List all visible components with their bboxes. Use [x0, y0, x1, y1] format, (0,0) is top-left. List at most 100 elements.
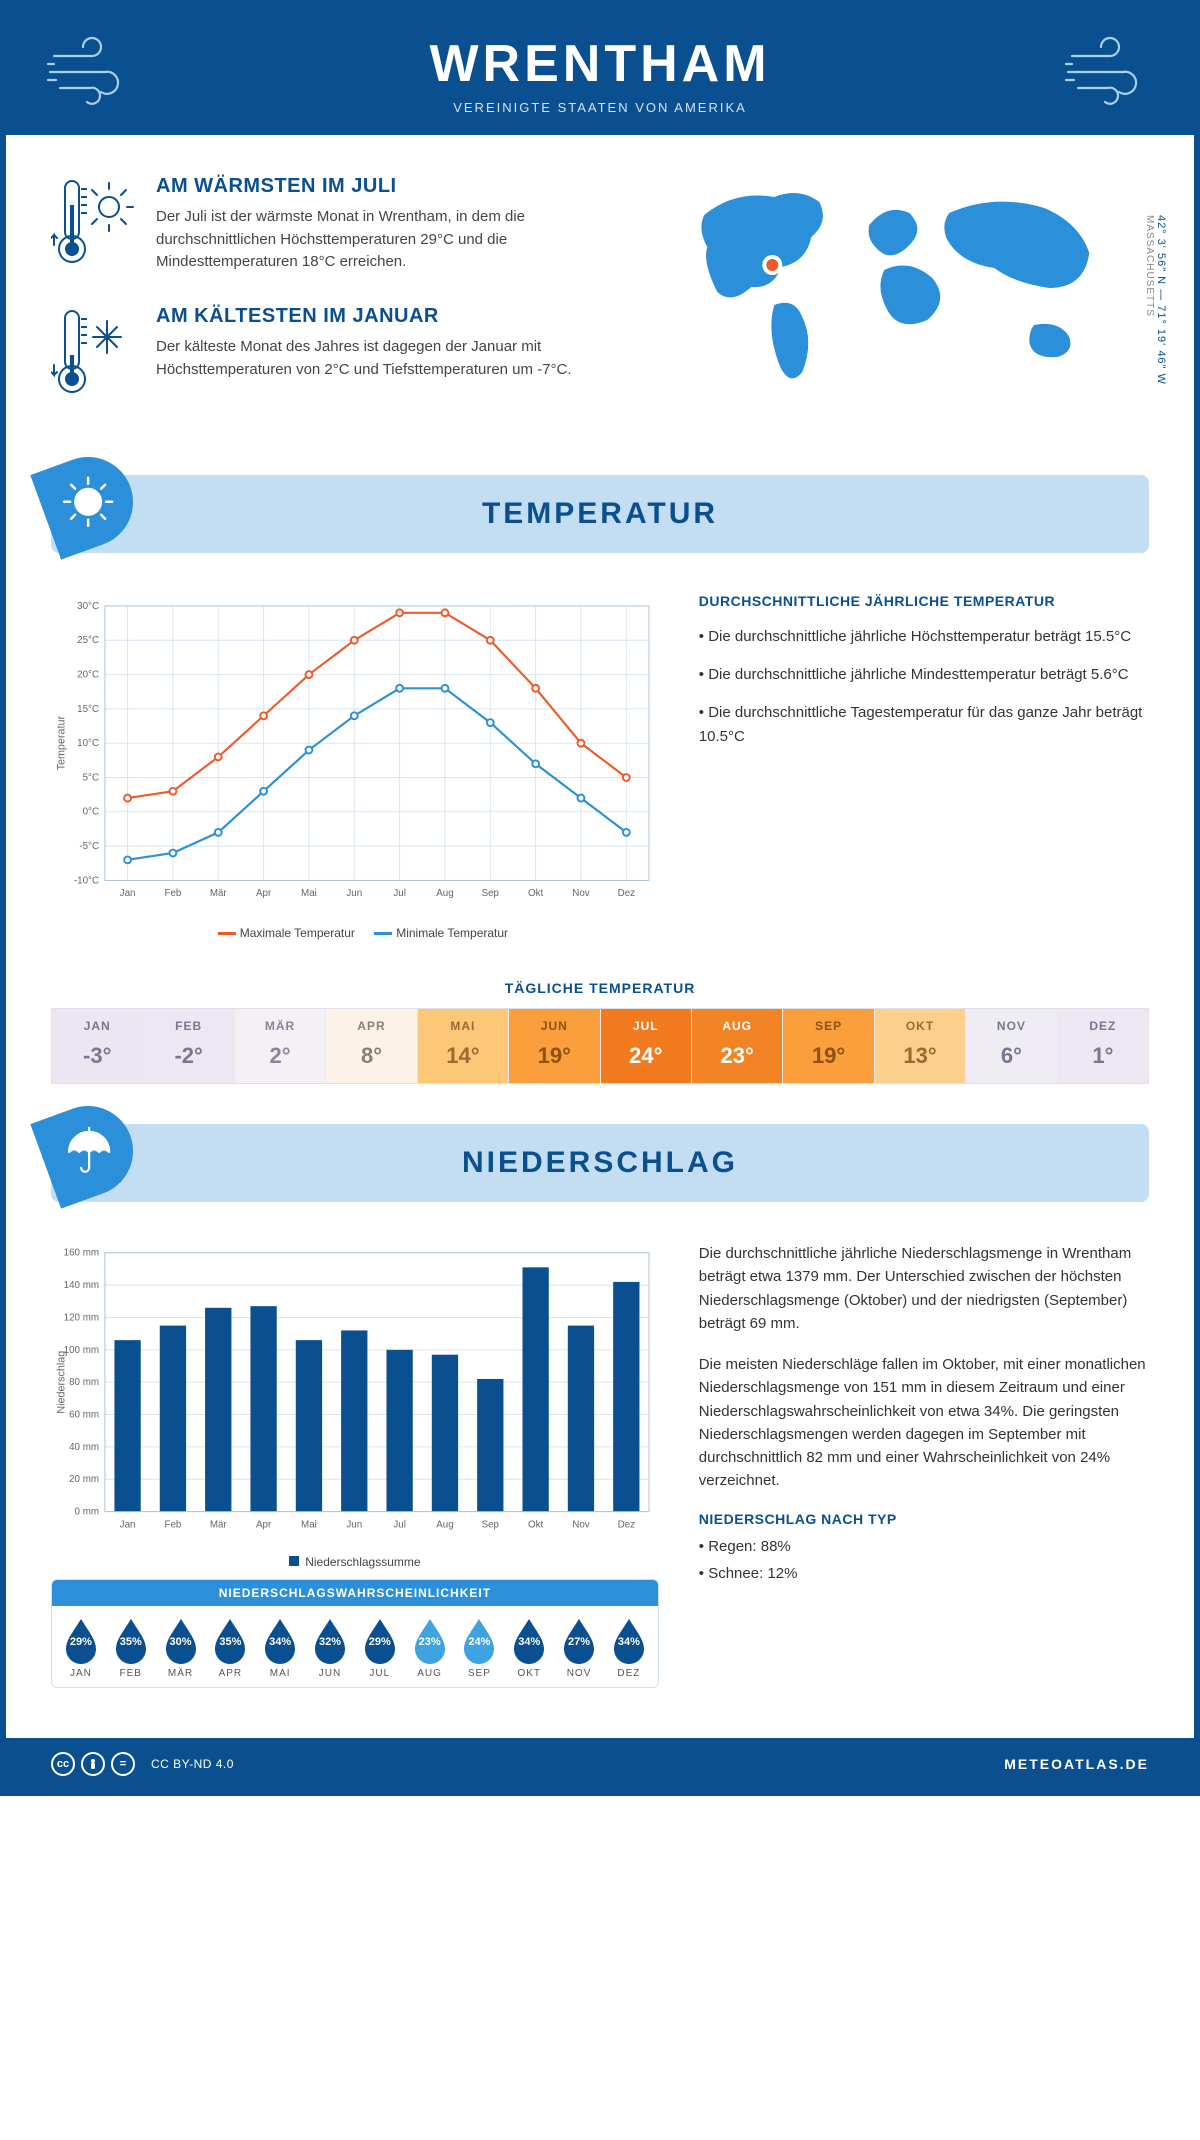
svg-text:Feb: Feb [164, 888, 181, 899]
daily-temp-cell: AUG23° [692, 1009, 783, 1083]
svg-text:Aug: Aug [436, 1519, 453, 1530]
temp-stats: DURCHSCHNITTLICHE JÄHRLICHE TEMPERATUR •… [699, 593, 1149, 940]
precip-prob-cell: 23%AUG [405, 1616, 455, 1679]
svg-text:5°C: 5°C [83, 772, 99, 783]
coordinates: 42° 3' 56" N — 71° 19' 46" W MASSACHUSET… [1143, 215, 1167, 385]
city-name: WRENTHAM [26, 34, 1174, 94]
svg-text:Jun: Jun [346, 1519, 362, 1530]
svg-text:25°C: 25°C [77, 635, 99, 646]
svg-text:Mai: Mai [301, 888, 317, 899]
daily-temp-table: JAN-3°FEB-2°MÄR2°APR8°MAI14°JUN19°JUL24°… [51, 1008, 1149, 1084]
precip-prob-cell: 30%MÄR [156, 1616, 206, 1679]
umbrella-icon [30, 1093, 145, 1208]
temp-chart-legend: Maximale Temperatur Minimale Temperatur [51, 926, 659, 940]
daily-temp-cell: OKT13° [875, 1009, 966, 1083]
svg-text:Apr: Apr [256, 1519, 272, 1530]
precip-text: Die durchschnittliche jährliche Niedersc… [699, 1242, 1149, 1688]
daily-temp-cell: APR8° [326, 1009, 417, 1083]
svg-text:-5°C: -5°C [79, 841, 99, 852]
svg-text:10°C: 10°C [77, 738, 99, 749]
precip-prob-cell: 35%APR [205, 1616, 255, 1679]
svg-text:Jan: Jan [120, 888, 136, 899]
svg-text:60 mm: 60 mm [69, 1409, 99, 1420]
intro-section: AM WÄRMSTEN IM JULI Der Juli ist der wär… [6, 135, 1194, 465]
cc-icon: cc [51, 1752, 75, 1776]
daily-temp-cell: SEP19° [783, 1009, 874, 1083]
svg-text:Niederschlag: Niederschlag [56, 1351, 68, 1414]
svg-text:-10°C: -10°C [74, 875, 99, 886]
warmest-fact: AM WÄRMSTEN IM JULI Der Juli ist der wär… [51, 175, 610, 275]
daily-temp-cell: NOV6° [966, 1009, 1057, 1083]
thermometer-cold-icon [51, 305, 136, 405]
svg-text:Nov: Nov [572, 888, 590, 899]
precip-prob-cell: 35%FEB [106, 1616, 156, 1679]
svg-text:Mai: Mai [301, 1519, 317, 1530]
license-badge: cc = CC BY-ND 4.0 [51, 1752, 234, 1776]
svg-text:Okt: Okt [528, 888, 544, 899]
precip-section-bar: NIEDERSCHLAG [51, 1124, 1149, 1202]
daily-temp-cell: JAN-3° [52, 1009, 143, 1083]
coldest-fact: AM KÄLTESTEN IM JANUAR Der kälteste Mona… [51, 305, 610, 405]
daily-temp-title: TÄGLICHE TEMPERATUR [6, 980, 1194, 996]
header: WRENTHAM VEREINIGTE STAATEN VON AMERIKA [6, 6, 1194, 135]
daily-temp-cell: MÄR2° [235, 1009, 326, 1083]
precip-prob-cell: 24%SEP [455, 1616, 505, 1679]
daily-temp-cell: FEB-2° [143, 1009, 234, 1083]
svg-text:40 mm: 40 mm [69, 1442, 99, 1453]
by-icon [81, 1752, 105, 1776]
daily-temp-cell: MAI14° [418, 1009, 509, 1083]
svg-text:Sep: Sep [482, 1519, 500, 1530]
svg-text:Jun: Jun [346, 888, 362, 899]
country-name: VEREINIGTE STAATEN VON AMERIKA [26, 100, 1174, 115]
svg-text:Nov: Nov [572, 1519, 590, 1530]
svg-text:140 mm: 140 mm [64, 1280, 99, 1291]
footer: cc = CC BY-ND 4.0 METEOATLAS.DE [6, 1738, 1194, 1790]
wind-icon [46, 36, 136, 111]
svg-text:0°C: 0°C [83, 807, 99, 818]
svg-text:Jul: Jul [393, 888, 406, 899]
precip-chart-legend: Niederschlagssumme [51, 1555, 659, 1569]
temp-line-chart: -10°C -5°C 0°C 5°C 10°C 15°C 20°C 25°C 30°C Jan Fe… [51, 593, 659, 940]
precip-prob-cell: 34%MAI [255, 1616, 305, 1679]
temp-section-bar: TEMPERATUR [51, 475, 1149, 553]
svg-text:Apr: Apr [256, 888, 272, 899]
svg-text:Jul: Jul [393, 1519, 406, 1530]
temp-section-title: TEMPERATUR [71, 497, 1129, 531]
warmest-title: AM WÄRMSTEN IM JULI [156, 175, 610, 198]
wind-icon [1064, 36, 1154, 111]
precip-bar-chart: 0 mm 20 mm 40 mm 60 mm 80 mm 100 mm 120 mm 140 … [51, 1242, 659, 1688]
daily-temp-cell: JUN19° [509, 1009, 600, 1083]
precip-prob-cell: 29%JAN [56, 1616, 106, 1679]
svg-text:15°C: 15°C [77, 704, 99, 715]
svg-text:20 mm: 20 mm [69, 1474, 99, 1485]
precip-prob-cell: 32%JUN [305, 1616, 355, 1679]
thermometer-hot-icon [51, 175, 136, 275]
svg-text:30°C: 30°C [77, 601, 99, 612]
coldest-title: AM KÄLTESTEN IM JANUAR [156, 305, 610, 328]
svg-text:Jan: Jan [120, 1519, 136, 1530]
svg-text:20°C: 20°C [77, 670, 99, 681]
nd-icon: = [111, 1752, 135, 1776]
svg-text:120 mm: 120 mm [64, 1312, 99, 1323]
precip-section-title: NIEDERSCHLAG [71, 1146, 1129, 1180]
coldest-text: Der kälteste Monat des Jahres ist dagege… [156, 336, 610, 381]
world-map [640, 175, 1149, 395]
svg-text:Temperatur: Temperatur [56, 716, 68, 771]
svg-text:80 mm: 80 mm [69, 1377, 99, 1388]
svg-text:Dez: Dez [618, 1519, 636, 1530]
svg-text:0 mm: 0 mm [75, 1507, 100, 1518]
svg-text:Sep: Sep [482, 888, 500, 899]
warmest-text: Der Juli ist der wärmste Monat in Wrenth… [156, 206, 610, 274]
svg-text:Dez: Dez [618, 888, 636, 899]
precip-probability-strip: NIEDERSCHLAGSWAHRSCHEINLICHKEIT 29%JAN35… [51, 1579, 659, 1688]
precip-prob-cell: 29%JUL [355, 1616, 405, 1679]
svg-text:100 mm: 100 mm [64, 1345, 99, 1356]
daily-temp-cell: DEZ1° [1058, 1009, 1148, 1083]
daily-temp-cell: JUL24° [601, 1009, 692, 1083]
svg-text:Aug: Aug [436, 888, 453, 899]
site-name: METEOATLAS.DE [1004, 1756, 1149, 1772]
precip-prob-cell: 27%NOV [554, 1616, 604, 1679]
precip-prob-cell: 34%DEZ [604, 1616, 654, 1679]
precip-prob-cell: 34%OKT [504, 1616, 554, 1679]
svg-text:Mär: Mär [210, 1519, 228, 1530]
